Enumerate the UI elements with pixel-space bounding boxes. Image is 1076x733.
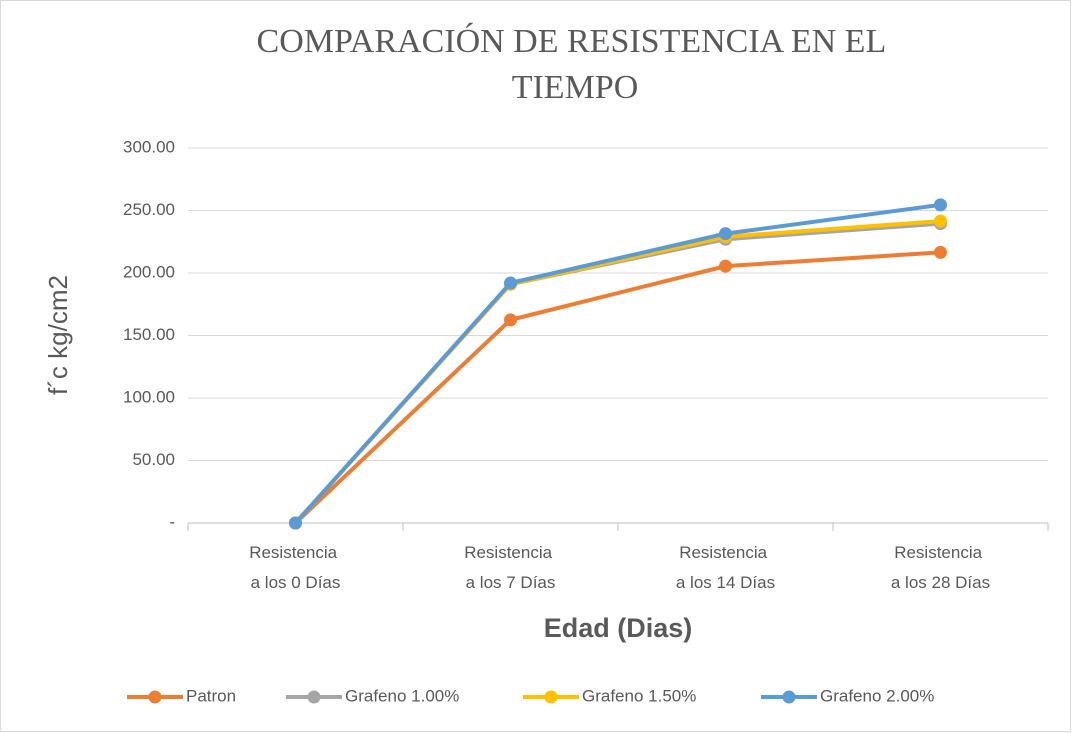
data-point	[719, 227, 732, 241]
y-tick-label: 50.00	[132, 450, 175, 469]
legend-marker	[148, 690, 162, 704]
data-point	[504, 313, 517, 327]
legend-label: Grafeno 1.50%	[582, 686, 696, 705]
y-tick-label: 100.00	[123, 387, 175, 406]
x-tick-label: Resistencia a los 14 Días	[676, 543, 775, 592]
y-tick-label: 250.00	[123, 200, 175, 219]
series-line	[294, 202, 941, 525]
x-tick-label: Resistencia a los 28 Días	[891, 543, 990, 592]
x-tick-label: Resistencia a los 0 Días	[249, 543, 342, 592]
legend-marker	[544, 690, 558, 704]
y-tick-label: 300.00	[123, 137, 175, 156]
data-point	[934, 214, 947, 228]
chart-title: COMPARACIÓN DE RESISTENCIA EN EL TIEMPO	[257, 22, 894, 106]
data-point	[934, 198, 947, 212]
x-axis-label: Edad (Dias)	[544, 613, 693, 643]
y-tick-label: 200.00	[123, 262, 175, 281]
data-point	[934, 245, 947, 259]
series-line	[294, 250, 941, 525]
y-axis-label: f´c kg/cm2	[43, 275, 73, 395]
data-point	[719, 259, 732, 273]
data-point	[504, 276, 517, 290]
legend-label: Grafeno 1.00%	[345, 686, 459, 705]
legend-label: Grafeno 2.00%	[820, 686, 934, 705]
data-point	[289, 516, 302, 530]
legend-marker	[307, 690, 321, 704]
legend-marker	[782, 690, 796, 704]
legend-label: Patron	[186, 686, 236, 705]
y-tick-label: 150.00	[123, 325, 175, 344]
y-tick-label: -	[169, 512, 175, 531]
x-tick-label: Resistencia a los 7 Días	[464, 543, 557, 592]
